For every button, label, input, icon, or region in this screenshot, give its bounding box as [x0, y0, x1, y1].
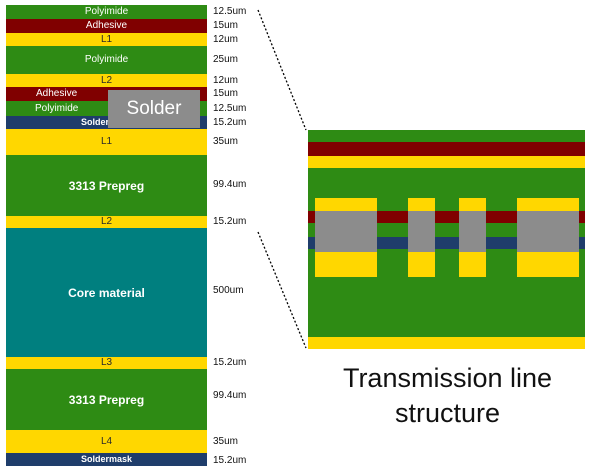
- layer-label: Polyimide: [35, 102, 79, 114]
- layer-label: L1: [100, 33, 113, 45]
- thickness-label: 12um: [213, 34, 239, 45]
- ts-pad-lower-4: [517, 252, 579, 277]
- ts-trace-upper-1: [315, 198, 377, 211]
- layer-label: Adhesive: [85, 20, 128, 31]
- layer-label: L4: [100, 435, 113, 447]
- layer-label: 3313 Prepreg: [68, 392, 145, 407]
- layer-label: Core material: [68, 285, 145, 300]
- layer-adhesive-top: Adhesive: [6, 19, 207, 33]
- connector-bottom: [257, 231, 307, 349]
- thickness-label: 15um: [213, 88, 239, 99]
- thickness-label: 35um: [213, 436, 239, 447]
- ts-solder-2: [408, 211, 435, 252]
- ts-copper-l1: [308, 156, 585, 168]
- thickness-label: 12.5um: [213, 6, 247, 17]
- caption-line-1: Transmission line: [342, 363, 553, 393]
- connector-top: [257, 9, 307, 131]
- solder-block: Solder: [108, 90, 200, 128]
- ts-solder-1: [315, 211, 377, 252]
- layer-label: Adhesive: [36, 88, 78, 99]
- layer-rigid-l2: L2: [6, 216, 207, 228]
- thickness-label: 15.2um: [213, 216, 247, 227]
- ts-solder-4: [517, 211, 579, 252]
- layer-label: L1: [100, 136, 113, 147]
- thickness-label: 35um: [213, 136, 239, 147]
- solder-label: Solder: [126, 98, 182, 119]
- layer-label: 3313 Prepreg: [68, 178, 145, 193]
- thickness-label: 99.4um: [213, 390, 247, 401]
- ts-trace-upper-2: [408, 198, 435, 211]
- ts-adhesive-top: [308, 142, 585, 156]
- thickness-label: 15.2um: [213, 117, 247, 128]
- layer-rigid-l4: L4: [6, 430, 207, 453]
- caption-line-2: structure: [394, 398, 501, 428]
- thickness-label: 15.2um: [213, 455, 247, 466]
- layer-label: L2: [100, 74, 113, 86]
- thickness-label: 500um: [213, 285, 244, 296]
- layer-label: Soldermask: [80, 454, 133, 464]
- layer-polyimide-top: Polyimide: [6, 5, 207, 19]
- layer-core-material: Core material: [6, 228, 207, 357]
- layer-label: L2: [100, 216, 113, 227]
- thickness-label: 12um: [213, 75, 239, 86]
- thickness-label: 25um: [213, 54, 239, 65]
- ts-polyimide-bottom: [308, 223, 585, 237]
- layer-polyimide-core: Polyimide: [6, 46, 207, 74]
- ts-pad-lower-2: [408, 252, 435, 277]
- thickness-label: 15um: [213, 20, 239, 31]
- thickness-label: 12.5um: [213, 103, 247, 114]
- layer-soldermask-bottom: Soldermask: [6, 453, 207, 466]
- ts-adhesive-bottom: [308, 211, 585, 223]
- layer-rigid-l1: L1: [6, 129, 207, 155]
- layer-flex-l1: L1: [6, 33, 207, 46]
- layer-label: Soldermask: [80, 117, 133, 127]
- ts-pad-lower-1: [315, 252, 377, 277]
- layer-flex-l2: L2: [6, 74, 207, 87]
- ts-pad-lower-3: [459, 252, 486, 277]
- layer-label: L3: [100, 357, 113, 368]
- layer-label: Polyimide: [84, 6, 129, 17]
- thickness-label: 15.2um: [213, 357, 247, 368]
- ts-solder-3: [459, 211, 486, 252]
- layer-label: Polyimide: [84, 54, 129, 65]
- layer-prepreg-top: 3313 Prepreg: [6, 155, 207, 216]
- ts-trace-upper-3: [459, 198, 486, 211]
- ts-soldermask: [308, 237, 585, 249]
- ts-copper-bottom: [308, 337, 585, 349]
- ts-polyimide-top: [308, 130, 585, 142]
- layer-rigid-l3: L3: [6, 357, 207, 369]
- layer-prepreg-bottom: 3313 Prepreg: [6, 369, 207, 430]
- ts-trace-upper-4: [517, 198, 579, 211]
- thickness-label: 99.4um: [213, 179, 247, 190]
